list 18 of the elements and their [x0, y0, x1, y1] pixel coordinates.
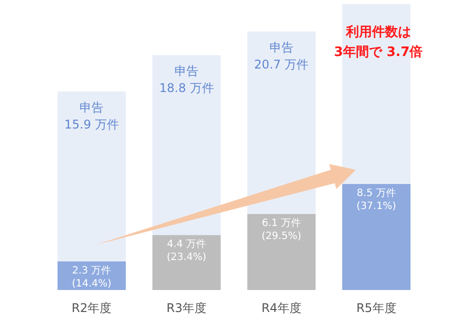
x-tick-label: R3年度	[166, 301, 207, 315]
total-label: 申告 18.8 万件	[159, 64, 214, 96]
data-label: 6.1 万件 (29.5%)	[262, 218, 302, 242]
data-label: 2.3 万件 (14.4%)	[72, 265, 112, 290]
x-tick-label: R2年度	[72, 301, 112, 315]
annotation: 利用件数は 3年間で 3.7倍	[334, 24, 423, 60]
bar	[152, 55, 221, 236]
x-tick-label: R4年度	[261, 301, 302, 315]
data-label: 4.4 万件 (23.4%)	[166, 239, 206, 264]
total-label: 申告 20.7 万件	[254, 40, 309, 72]
bar	[57, 91, 126, 262]
bar	[247, 214, 316, 290]
bar	[152, 235, 221, 290]
bar	[247, 31, 316, 214]
x-tick-label: R5年度	[356, 301, 396, 315]
data-label: 8.5 万件 (37.1%)	[356, 188, 396, 212]
bar	[342, 184, 411, 290]
total-label: 申告 15.9 万件	[64, 100, 119, 132]
